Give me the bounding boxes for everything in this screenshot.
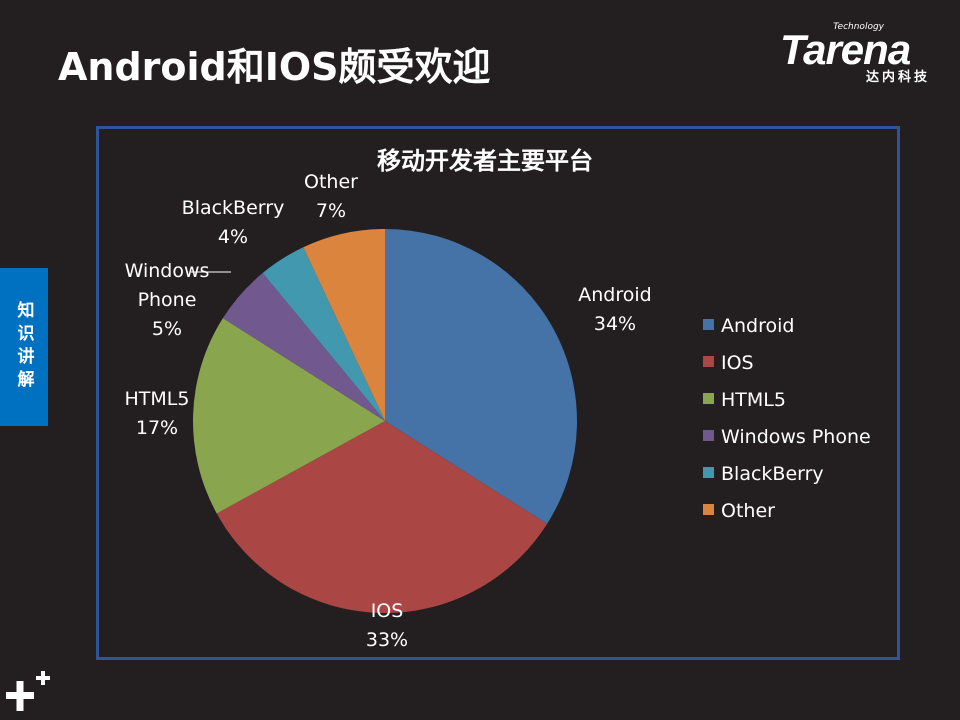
legend-item-android: Android <box>703 315 794 337</box>
pie-chart: 移动开发者主要平台 Android 34% IOS 33% HTML5 17% Window… <box>125 147 871 651</box>
pie-slice-windows-phone <box>222 273 385 421</box>
chart-title: 移动开发者主要平台 <box>377 147 593 175</box>
legend-label: Other <box>721 500 775 522</box>
legend-swatch <box>703 430 714 441</box>
legend-swatch <box>703 467 714 478</box>
legend-swatch <box>703 504 714 515</box>
pie-slice-other <box>303 229 385 421</box>
slide-title: Android和IOS颇受欢迎 <box>58 45 491 89</box>
tarena-logo: Technology Tarena 达内科技 <box>780 22 948 86</box>
chart-frame: 移动开发者主要平台 Android 34% IOS 33% HTML5 17% Window… <box>96 126 900 660</box>
pie-slice-ios <box>216 421 548 613</box>
logo-brand-text: Tarena <box>780 26 911 73</box>
pie-slices <box>193 229 577 613</box>
legend-item-html5: HTML5 <box>703 389 786 411</box>
pie-slice-blackberry <box>262 247 385 421</box>
chart-legend: Android IOS HTML5 Windows Phone BlackBerry Ot… <box>703 315 871 522</box>
data-label-windows-phone: Windows Phone 5% <box>125 260 210 340</box>
logo-subtitle-text: 达内科技 <box>865 70 930 85</box>
data-label-other: Other 7% <box>304 171 358 222</box>
data-label-ios: IOS 33% <box>366 600 408 651</box>
side-section-tab: 知识讲解 <box>0 268 48 426</box>
legend-item-other: Other <box>703 500 775 522</box>
side-section-label: 知识讲解 <box>13 301 34 393</box>
legend-swatch <box>703 356 714 367</box>
pie-data-labels: Android 34% IOS 33% HTML5 17% Windows Phone 5% Bl… <box>125 171 652 651</box>
plus-icon <box>6 671 50 711</box>
legend-label: BlackBerry <box>721 463 824 485</box>
legend-label: Android <box>721 315 794 337</box>
legend-swatch <box>703 319 714 330</box>
legend-label: Windows Phone <box>721 426 871 448</box>
data-label-html5: HTML5 17% <box>125 388 190 439</box>
legend-label: HTML5 <box>721 389 786 411</box>
pie-slice-android <box>385 229 577 524</box>
legend-item-blackberry: BlackBerry <box>703 463 824 485</box>
legend-swatch <box>703 393 714 404</box>
legend-label: IOS <box>721 352 754 374</box>
legend-item-windows-phone: Windows Phone <box>703 426 871 448</box>
data-label-blackberry: BlackBerry 4% <box>182 197 285 248</box>
pie-slice-html5 <box>193 318 385 514</box>
logo-technology-text: Technology <box>833 22 884 32</box>
legend-item-ios: IOS <box>703 352 754 374</box>
data-label-android: Android 34% <box>578 284 651 335</box>
